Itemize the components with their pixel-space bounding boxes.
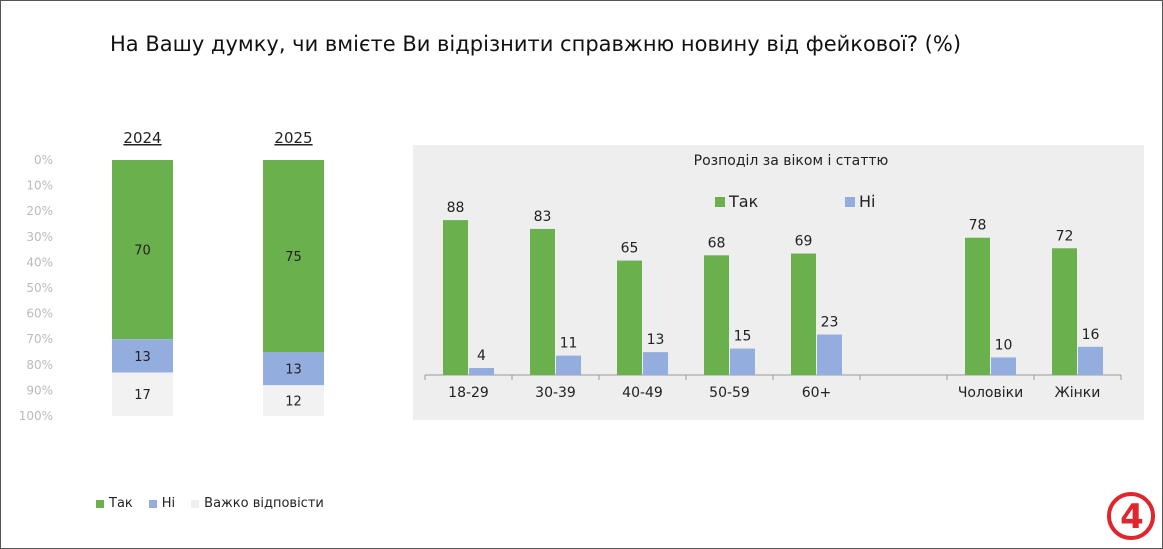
panel-legend-swatch-yes — [715, 197, 725, 207]
panel-legend-label-yes: Так — [728, 192, 759, 211]
x-tick-label: 60+ — [802, 385, 832, 401]
legend-item-no: Ні — [148, 496, 176, 511]
bar-no-Жінки — [1078, 346, 1103, 375]
bar-value-hard-2025: 12 — [285, 395, 302, 410]
y-tick-label: 0% — [34, 153, 53, 167]
bar-segment-yes-2024 — [112, 160, 173, 340]
y-tick-label: 50% — [26, 281, 53, 295]
panel-title: Розподіл за віком і статтю — [694, 153, 889, 169]
bar-value-yes-2024: 70 — [134, 244, 151, 259]
panel-legend-label-no: Ні — [859, 192, 875, 211]
bar-yes-60+ — [791, 253, 816, 375]
bar-yes-50-59 — [704, 255, 729, 375]
bar-value-yes-50-59: 68 — [708, 235, 726, 251]
bar-no-18-29 — [469, 367, 494, 375]
y-tick-label: 80% — [26, 358, 53, 372]
y-tick-label: 90% — [26, 383, 53, 397]
y-tick-label: 100% — [19, 409, 53, 423]
legend-swatch-hard — [191, 499, 200, 508]
legend-label-no: Ні — [161, 496, 176, 511]
bar-no-60+ — [817, 334, 842, 375]
x-tick-label: 50-59 — [709, 385, 750, 401]
bar-no-Чоловіки — [991, 357, 1016, 375]
legend-swatch-yes — [96, 499, 104, 508]
bar-value-no-60+: 23 — [821, 315, 839, 331]
bar-yes-Чоловіки — [965, 237, 990, 375]
bar-value-no-Жінки: 16 — [1082, 327, 1100, 343]
bar-value-yes-Чоловіки: 78 — [969, 218, 987, 234]
bar-value-yes-40-49: 65 — [621, 241, 639, 257]
bar-segment-yes-2025 — [263, 160, 324, 352]
bar-value-hard-2024: 17 — [134, 388, 151, 403]
bar-yes-18-29 — [443, 220, 468, 375]
bar-segment-no-2024 — [112, 339, 173, 373]
legend-swatch-no — [148, 499, 157, 508]
bar-value-yes-60+: 69 — [795, 234, 813, 250]
y-tick-label: 30% — [26, 230, 53, 244]
age-gender-chart: Розподіл за віком і статтю Так Ні 18-29 88 4 3… — [424, 153, 1122, 401]
bar-value-yes-Жінки: 72 — [1056, 228, 1074, 244]
y-tick-label: 40% — [26, 255, 53, 269]
panel-legend-swatch-no — [845, 197, 855, 207]
channel-4-logo: 4 — [1107, 492, 1155, 540]
bar-value-no-2024: 13 — [134, 350, 151, 365]
bar-yes-40-49 — [617, 260, 642, 375]
year-label-2025: 2025 — [274, 129, 312, 147]
legend-item-hard: Важко відповісти — [191, 496, 324, 511]
x-tick-label: 18-29 — [448, 385, 489, 401]
bar-value-no-40-49: 13 — [647, 332, 665, 348]
chart-title: На Вашу думку, чи вмієте Ви відрізнити с… — [110, 32, 962, 56]
bar-yes-30-39 — [530, 228, 555, 375]
bottom-legend: Так Ні Важко відповісти — [96, 496, 330, 511]
bar-no-30-39 — [556, 355, 581, 375]
year-label-2024: 2024 — [123, 129, 161, 147]
y-tick-label: 20% — [26, 204, 53, 218]
x-tick-label: 30-39 — [535, 385, 576, 401]
legend-label-hard: Важко відповісти — [204, 496, 324, 511]
y-tick-label: 60% — [26, 307, 53, 321]
bar-value-no-18-29: 4 — [477, 348, 486, 364]
logo-text: 4 — [1120, 497, 1144, 537]
legend-item-yes: Так — [96, 496, 133, 511]
y-tick-label: 70% — [26, 332, 53, 346]
bar-value-no-2025: 13 — [285, 363, 302, 378]
y-tick-label: 10% — [26, 179, 53, 193]
bar-value-yes-2025: 75 — [285, 250, 302, 265]
bar-segment-hard-2024 — [112, 372, 173, 416]
x-tick-label: Жінки — [1055, 385, 1101, 401]
bar-value-no-30-39: 11 — [560, 336, 578, 352]
stacked-chart-2024-2025: 0% 10% 20% 30% 40% 50% 60% 70% 80% 90% 100% 2024 70 1… — [19, 129, 324, 423]
bar-value-yes-18-29: 88 — [447, 200, 465, 216]
logo-ring — [1107, 492, 1155, 540]
bar-segment-hard-2025 — [263, 385, 324, 416]
x-tick-label: Чоловіки — [958, 385, 1023, 401]
bar-value-no-50-59: 15 — [734, 329, 752, 345]
bar-value-yes-30-39: 83 — [534, 209, 552, 225]
legend-label-yes: Так — [109, 496, 133, 511]
bar-value-no-Чоловіки: 10 — [995, 337, 1013, 353]
bar-segment-no-2025 — [263, 352, 324, 386]
x-tick-label: 40-49 — [622, 385, 663, 401]
bar-yes-Жінки — [1052, 248, 1077, 375]
bar-no-40-49 — [643, 352, 668, 375]
bar-no-50-59 — [730, 348, 755, 375]
